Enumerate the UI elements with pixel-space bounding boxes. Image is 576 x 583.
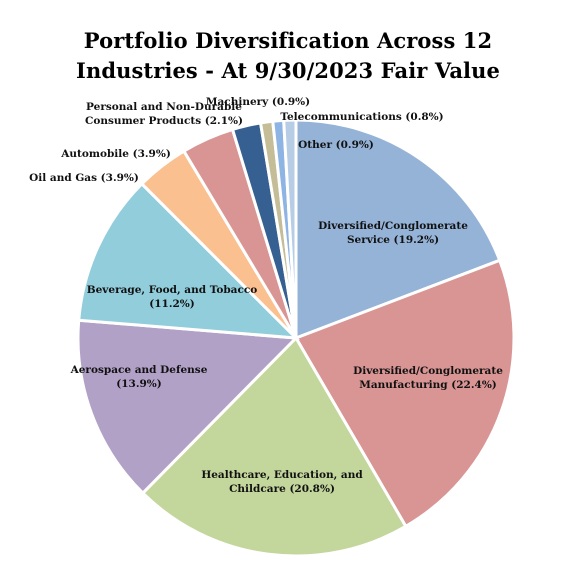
slice-label-diversified-conglomerate-manufacturing-line-1: Diversified/Conglomerate — [353, 365, 503, 377]
slice-label-telecommunications-line-1: Telecommunications (0.8%) — [280, 111, 443, 123]
slice-label-beverage-food-and-tobacco-line-1: Beverage, Food, and Tobacco — [87, 284, 258, 296]
slice-label-diversified-conglomerate-service-line-1: Diversified/Conglomerate — [318, 220, 468, 232]
slice-label-oil-and-gas-line-1: Oil and Gas (3.9%) — [29, 172, 139, 184]
slice-label-healthcare-education-and-childcare-line-2: Childcare (20.8%) — [229, 483, 335, 495]
slice-label-personal-and-non-durable-consumer-products-line-1: Personal and Non-Durable — [86, 101, 242, 113]
pie-slice-other — [282, 118, 298, 339]
pie-slice-diversified-conglomerate-service — [294, 118, 502, 341]
slice-label-machinery-line-1: Machinery (0.9%) — [206, 96, 310, 108]
slice-label-beverage-food-and-tobacco-line-2: (11.2%) — [149, 298, 195, 310]
slice-label-other-line-1: Other (0.9%) — [298, 139, 374, 151]
slice-label-aerospace-and-defense-line-2: (13.9%) — [116, 378, 162, 390]
slice-label-automobile-line-1: Automobile (3.9%) — [60, 148, 171, 160]
slice-label-personal-and-non-durable-consumer-products-line-2: Consumer Products (2.1%) — [85, 115, 243, 127]
slice-label-diversified-conglomerate-service-line-2: Service (19.2%) — [347, 234, 439, 246]
pie-slice-diversified-conglomerate-manufacturing — [293, 258, 516, 529]
pie-slice-beverage-food-and-tobacco — [77, 181, 300, 340]
chart-title-line-2: Industries - At 9/30/2023 Fair Value — [76, 58, 500, 83]
pie-slice-aerospace-and-defense — [76, 318, 300, 496]
pie-slice-healthcare-education-and-childcare — [140, 335, 408, 558]
slice-label-aerospace-and-defense-line-1: Aerospace and Defense — [70, 364, 208, 376]
slice-label-healthcare-education-and-childcare-line-1: Healthcare, Education, and — [201, 469, 363, 481]
slice-label-diversified-conglomerate-manufacturing-line-2: Manufacturing (22.4%) — [359, 379, 497, 391]
chart-title-line-1: Portfolio Diversification Across 12 — [83, 28, 493, 53]
